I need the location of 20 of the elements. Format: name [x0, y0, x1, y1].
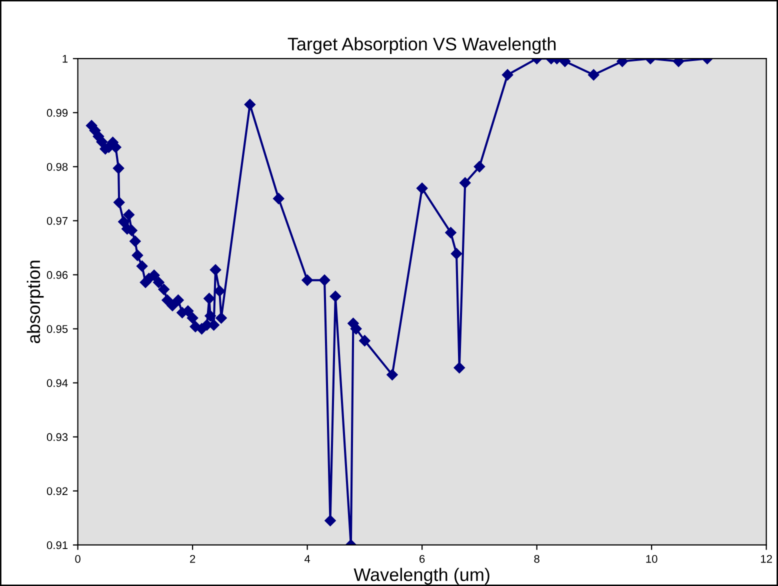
x-tick-label: 10: [646, 554, 658, 563]
x-tick-label: 2: [190, 554, 196, 563]
y-tick-label: 1: [62, 54, 68, 63]
x-tick-label: 12: [761, 554, 772, 563]
y-tick-label: 0.96: [46, 271, 68, 279]
y-tick-label: 0.97: [46, 216, 68, 225]
x-tick-label: 0: [75, 554, 80, 563]
x-tick-label: 4: [304, 555, 310, 563]
x-tick-label: 8: [534, 554, 540, 563]
x-axis-title: Wavelength (um): [354, 568, 490, 585]
chart-title: Target Absorption VS Wavelength: [288, 37, 556, 54]
y-tick-label: 0.99: [46, 108, 68, 117]
y-tick-label: 0.98: [46, 162, 68, 171]
y-tick-label: 0.95: [46, 325, 68, 333]
y-tick-label: 0.93: [46, 433, 68, 442]
y-tick-label: 0.91: [46, 541, 68, 550]
x-tick-label: 6: [420, 554, 425, 563]
y-tick-label: 0.92: [46, 487, 68, 496]
y-axis-title: absorption: [26, 260, 44, 344]
y-tick-label: 0.94: [46, 379, 68, 387]
